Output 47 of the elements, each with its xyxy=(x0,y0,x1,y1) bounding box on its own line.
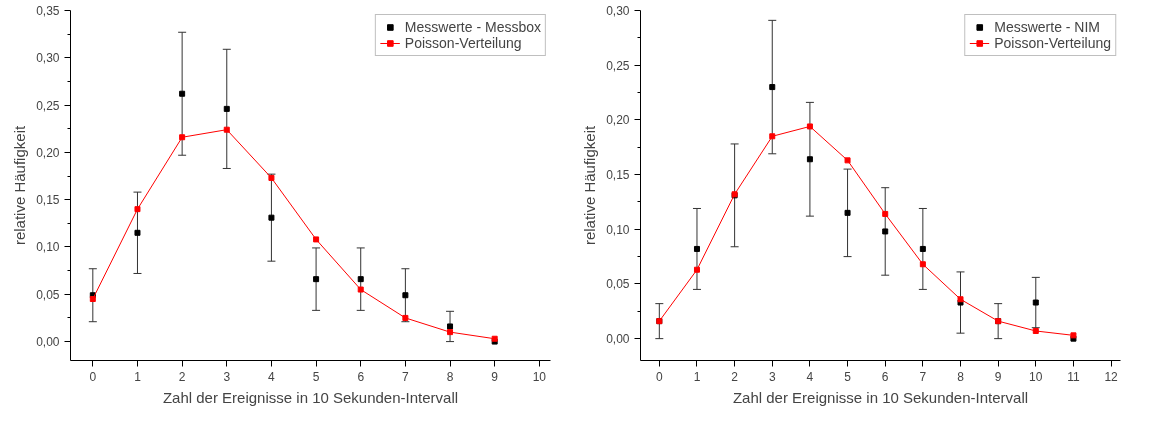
y-tick-label: 0,15 xyxy=(606,168,630,183)
x-tick-label: 9 xyxy=(994,369,1002,384)
x-tick-label: 4 xyxy=(806,369,814,384)
x-tick-label: 2 xyxy=(178,369,186,384)
y-tick-label: 0,30 xyxy=(606,4,630,18)
x-tick-label: 3 xyxy=(223,369,231,384)
x-tick-label: 1 xyxy=(134,369,142,384)
x-tick-label: 6 xyxy=(357,369,365,384)
x-tick-label: 7 xyxy=(919,369,927,384)
x-tick-label: 8 xyxy=(957,369,965,384)
legend-label: Messwerte - Messbox xyxy=(404,19,541,35)
x-tick-label: 3 xyxy=(768,369,776,384)
y-tick-label: 0,20 xyxy=(606,113,630,128)
y-tick-label: 0,30 xyxy=(36,51,60,66)
y-tick-label: 0,05 xyxy=(606,277,630,292)
legend-label: Poisson-Verteilung xyxy=(994,35,1111,51)
x-tick-label: 5 xyxy=(312,369,320,384)
x-axis-title: Zahl der Ereignisse in 10 Sekunden-Intervall xyxy=(162,388,459,406)
x-tick-label: 10 xyxy=(1029,369,1043,384)
x-tick-label: 8 xyxy=(446,369,454,384)
x-tick-label: 0 xyxy=(89,369,97,384)
legend-label: Poisson-Verteilung xyxy=(404,35,522,51)
y-axis-title: relative Häufigkeit xyxy=(581,125,599,246)
x-axis-title: Zahl der Ereignisse in 10 Sekunden-Intervall xyxy=(732,388,1029,406)
x-tick-label: 4 xyxy=(268,369,276,384)
x-tick-label: 10 xyxy=(532,369,547,384)
legend-label: Messwerte - NIM xyxy=(994,19,1101,35)
y-tick-label: 0,00 xyxy=(606,332,630,347)
y-tick-label: 0,10 xyxy=(606,222,630,237)
x-tick-label: 6 xyxy=(881,369,889,384)
y-tick-label: 0,00 xyxy=(36,335,60,350)
y-tick-label: 0,15 xyxy=(36,193,60,208)
x-tick-label: 7 xyxy=(402,369,410,384)
y-axis-title: relative Häufigkeit xyxy=(11,125,29,246)
y-tick-label: 0,35 xyxy=(36,4,60,18)
x-tick-label: 2 xyxy=(731,369,739,384)
x-tick-label: 1 xyxy=(693,369,701,384)
y-tick-label: 0,25 xyxy=(606,58,630,73)
x-tick-label: 0 xyxy=(655,369,663,384)
y-tick-label: 0,05 xyxy=(36,287,60,302)
y-tick-label: 0,20 xyxy=(36,145,60,160)
y-tick-label: 0,25 xyxy=(36,98,60,113)
x-tick-label: 9 xyxy=(491,369,499,384)
x-tick-label: 5 xyxy=(844,369,852,384)
x-tick-label: 11 xyxy=(1067,369,1080,384)
y-tick-label: 0,10 xyxy=(36,240,60,255)
x-tick-label: 12 xyxy=(1104,369,1119,384)
